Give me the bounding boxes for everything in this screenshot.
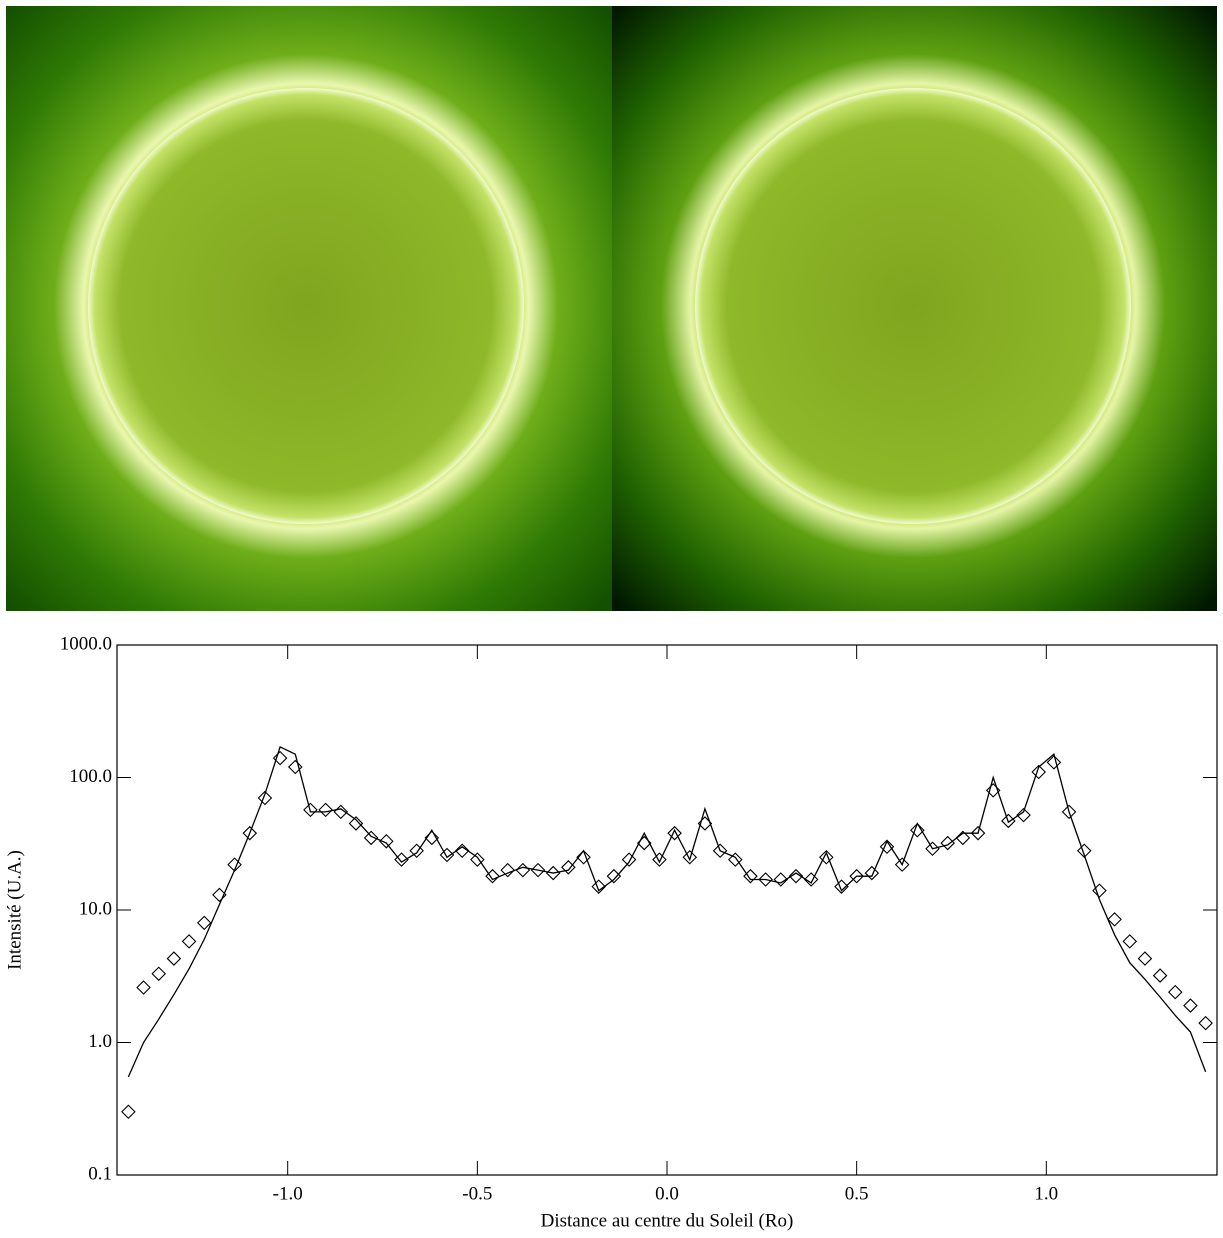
data-point — [667, 825, 682, 841]
x-axis-title: Distance au centre du Soleil (Ro) — [541, 1210, 794, 1231]
data-point — [348, 816, 364, 831]
data-point — [272, 750, 288, 766]
data-point — [697, 816, 713, 831]
data-point — [1122, 934, 1138, 949]
data-point — [242, 825, 258, 841]
data-point — [682, 849, 698, 865]
data-point — [561, 860, 576, 875]
data-point — [925, 841, 940, 857]
data-line — [127, 746, 1207, 1078]
data-point — [136, 980, 151, 995]
data-point — [530, 862, 546, 878]
y-tick-label: 0.1 — [88, 1163, 112, 1184]
data-point — [212, 887, 227, 903]
x-tick-label: 0.0 — [655, 1183, 679, 1204]
data-point — [379, 834, 394, 849]
data-point — [758, 872, 773, 887]
y-tick-label: 10.0 — [79, 898, 112, 919]
data-point — [1107, 912, 1122, 927]
data-point — [1152, 968, 1168, 983]
data-point — [485, 868, 500, 884]
data-point — [894, 857, 910, 872]
data-point — [621, 852, 637, 867]
sun-disc-right — [695, 88, 1131, 524]
data-point — [303, 802, 318, 818]
data-point — [1046, 755, 1062, 770]
y-axis-title: Intensité (U.A.) — [4, 850, 25, 970]
data-point — [439, 847, 455, 863]
data-point — [363, 830, 379, 846]
data-point — [803, 872, 819, 887]
data-point — [910, 822, 925, 838]
y-tick-label: 1.0 — [88, 1031, 112, 1052]
x-tick-label: 0.5 — [845, 1183, 869, 1204]
sun-disc-left — [88, 88, 524, 524]
data-point — [636, 835, 652, 851]
data-point — [743, 868, 758, 884]
data-point — [940, 835, 955, 851]
data-point — [606, 868, 622, 884]
y-tick-label: 100.0 — [69, 766, 112, 787]
data-point — [1061, 804, 1077, 820]
data-point — [970, 825, 986, 841]
data-point — [515, 862, 531, 878]
data-point — [1076, 843, 1092, 859]
data-point — [181, 934, 197, 949]
data-point — [1016, 807, 1031, 823]
data-point — [773, 872, 789, 887]
data-point — [394, 852, 409, 867]
data-point — [454, 843, 470, 859]
data-point — [864, 865, 880, 881]
x-tick-label: 1.0 — [1034, 1183, 1058, 1204]
data-point — [333, 804, 349, 820]
data-point — [985, 783, 1001, 798]
data-point — [409, 843, 424, 859]
data-point — [576, 849, 591, 865]
data-point — [727, 852, 743, 867]
data-point — [545, 865, 561, 881]
data-point — [166, 951, 182, 966]
data-point — [1183, 998, 1198, 1013]
y-tick-label: 1000.0 — [60, 633, 112, 654]
data-point — [955, 830, 971, 846]
data-point — [1137, 951, 1153, 966]
data-point — [424, 830, 440, 846]
data-point — [287, 759, 303, 775]
data-point — [591, 879, 607, 894]
data-point — [788, 868, 804, 884]
data-point — [652, 852, 667, 867]
data-point — [121, 1104, 136, 1120]
data-point — [849, 868, 864, 884]
data-point — [227, 857, 242, 872]
data-point — [1092, 883, 1107, 898]
data-point — [712, 843, 728, 859]
data-point — [1168, 984, 1183, 1000]
plot-frame — [116, 644, 1218, 1176]
data-point — [318, 802, 333, 818]
data-point — [1198, 1015, 1213, 1031]
data-point — [1031, 764, 1046, 780]
x-tick-label: -1.0 — [273, 1183, 303, 1204]
data-point — [834, 879, 849, 894]
data-point — [151, 966, 167, 982]
x-tick-label: -0.5 — [462, 1183, 492, 1204]
data-point — [819, 849, 834, 865]
data-point — [879, 839, 895, 855]
data-point — [196, 915, 212, 931]
data-point — [257, 790, 273, 806]
data-point — [470, 852, 485, 867]
data-point — [500, 862, 515, 878]
data-point — [1001, 813, 1016, 829]
